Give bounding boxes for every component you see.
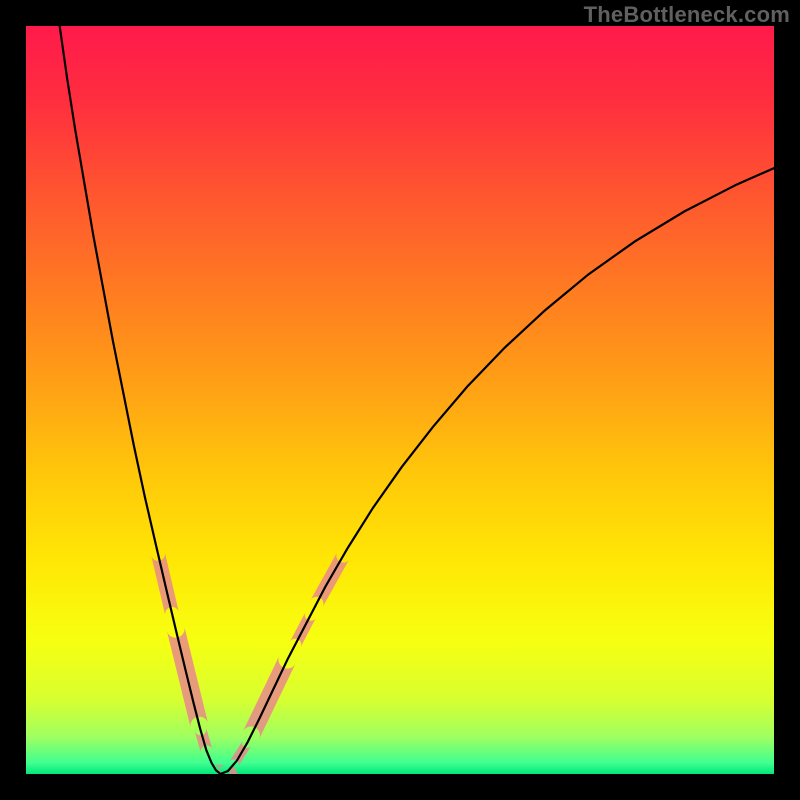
curve-layer (26, 26, 774, 774)
plot-area (26, 26, 774, 774)
curve-right (220, 168, 774, 774)
curve-left (60, 26, 221, 774)
outer-frame: TheBottleneck.com (0, 0, 800, 800)
watermark-text: TheBottleneck.com (584, 2, 790, 28)
overlay-markers (151, 552, 349, 774)
